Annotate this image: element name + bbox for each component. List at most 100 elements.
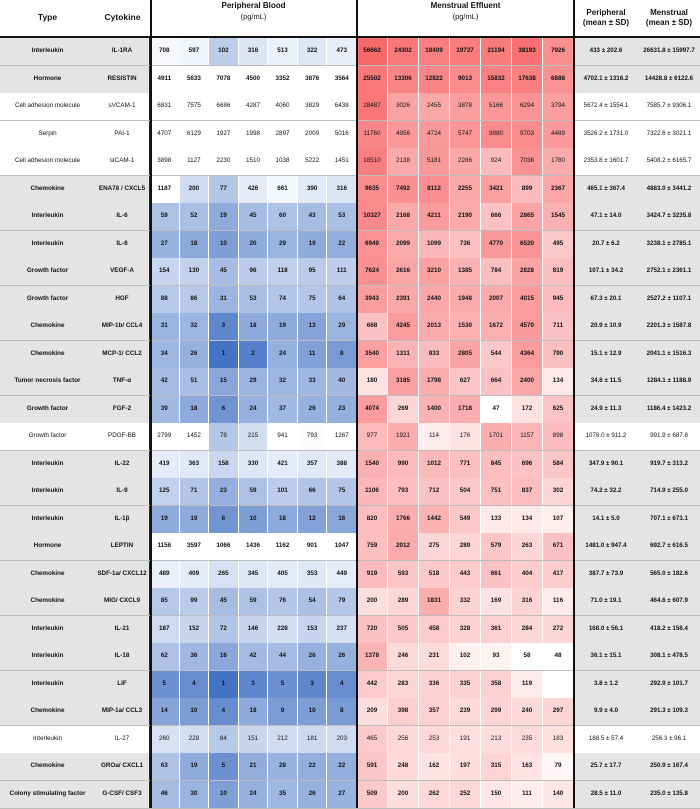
menstrual-value-cell: 6949 xyxy=(357,230,388,258)
peripheral-value-cell: 22 xyxy=(297,753,328,781)
peripheral-mean-cell: 1481.0 ± 947.4 xyxy=(574,533,638,561)
peripheral-value-cell: 5 xyxy=(150,670,180,698)
menstrual-value-cell: 209 xyxy=(357,698,388,726)
menstrual-value-cell: 272 xyxy=(543,615,574,643)
peripheral-value-cell: 15 xyxy=(209,368,239,396)
menstrual-value-cell: 134 xyxy=(543,368,574,396)
peripheral-value-cell: 75 xyxy=(297,285,328,313)
menstrual-value-cell: 668 xyxy=(357,313,388,341)
type-cell: Chemokine xyxy=(0,340,95,368)
menstrual-value-cell: 10327 xyxy=(357,203,388,231)
peripheral-value-cell: 35 xyxy=(268,780,298,808)
peripheral-value-cell: 52 xyxy=(179,203,210,231)
menstrual-value-cell: 2138 xyxy=(388,148,419,176)
menstrual-mean-cell: 692.7 ± 616.5 xyxy=(638,533,700,561)
peripheral-value-cell: 4500 xyxy=(238,65,269,93)
peripheral-value-cell: 1927 xyxy=(209,120,239,148)
peripheral-value-cell: 16 xyxy=(327,505,357,533)
peripheral-value-cell: 237 xyxy=(327,615,357,643)
menstrual-value-cell: 495 xyxy=(543,230,574,258)
menstrual-value-cell: 3421 xyxy=(481,175,512,203)
peripheral-value-cell: 4 xyxy=(209,698,239,726)
menstrual-mean-cell: 235.0 ± 135.8 xyxy=(638,780,700,808)
menstrual-value-cell: 102 xyxy=(450,643,481,671)
peripheral-value-cell: 316 xyxy=(327,175,357,203)
peripheral-value-cell: 661 xyxy=(268,175,298,203)
menstrual-value-cell: 2286 xyxy=(450,148,481,176)
peripheral-value-cell: 18 xyxy=(238,313,269,341)
peripheral-mean-cell: 3526.2 ± 1731.0 xyxy=(574,120,638,148)
peripheral-mean-cell: 36.1 ± 15.1 xyxy=(574,643,638,671)
peripheral-value-cell: 29 xyxy=(327,313,357,341)
menstrual-value-cell: 4211 xyxy=(419,203,450,231)
menstrual-value-cell: 302 xyxy=(543,478,574,506)
peripheral-value-cell: 54 xyxy=(297,588,328,616)
menstrual-value-cell: 213 xyxy=(481,725,512,753)
peripheral-value-cell: 2799 xyxy=(150,423,180,451)
peripheral-value-cell: 5016 xyxy=(327,120,357,148)
peripheral-value-cell: 79 xyxy=(327,588,357,616)
header-peripheral-blood-label: Peripheral Blood xyxy=(221,1,286,10)
type-cell: Hormone xyxy=(0,65,95,93)
peripheral-value-cell: 390 xyxy=(297,175,328,203)
peripheral-mean-cell: 465.1 ± 367.4 xyxy=(574,175,638,203)
menstrual-mean-cell: 2201.3 ± 1587.8 xyxy=(638,313,700,341)
peripheral-value-cell: 28 xyxy=(268,753,298,781)
menstrual-value-cell: 1701 xyxy=(481,423,512,451)
peripheral-value-cell: 125 xyxy=(150,478,180,506)
menstrual-value-cell: 140 xyxy=(543,780,574,808)
peripheral-value-cell: 24 xyxy=(268,340,298,368)
cytokine-cell: IL-1β xyxy=(95,505,150,533)
peripheral-value-cell: 4060 xyxy=(268,93,298,121)
peripheral-value-cell: 19 xyxy=(268,313,298,341)
header-cytokine: Cytokine xyxy=(104,12,141,23)
peripheral-value-cell: 5633 xyxy=(179,65,210,93)
peripheral-mean-cell: 25.7 ± 17.7 xyxy=(574,753,638,781)
menstrual-value-cell: 465 xyxy=(357,725,388,753)
menstrual-value-cell: 3026 xyxy=(388,93,419,121)
menstrual-value-cell: 18409 xyxy=(419,38,450,66)
peripheral-value-cell: 5 xyxy=(209,753,239,781)
menstrual-value-cell: 518 xyxy=(419,560,450,588)
peripheral-value-cell: 708 xyxy=(150,38,180,66)
peripheral-value-cell: 419 xyxy=(150,450,180,478)
menstrual-value-cell: 275 xyxy=(419,533,450,561)
menstrual-value-cell: 2190 xyxy=(450,203,481,231)
type-cell: Interleukin xyxy=(0,230,95,258)
peripheral-value-cell: 23 xyxy=(327,395,357,423)
peripheral-value-cell: 96 xyxy=(238,258,269,286)
menstrual-value-cell: 720 xyxy=(357,615,388,643)
menstrual-value-cell: 2805 xyxy=(450,340,481,368)
menstrual-value-cell: 771 xyxy=(450,450,481,478)
cytokine-cell: MIP-1b/ CCL4 xyxy=(95,313,150,341)
peripheral-mean-cell: 24.9 ± 11.3 xyxy=(574,395,638,423)
menstrual-value-cell: 332 xyxy=(450,588,481,616)
peripheral-value-cell: 1038 xyxy=(268,148,298,176)
peripheral-value-cell: 43 xyxy=(297,203,328,231)
menstrual-mean-cell: 2527.2 ± 1107.1 xyxy=(638,285,700,313)
peripheral-value-cell: 4 xyxy=(327,670,357,698)
menstrual-mean-cell: 292.9 ± 101.7 xyxy=(638,670,700,698)
peripheral-value-cell: 1452 xyxy=(179,423,210,451)
menstrual-value-cell: 25502 xyxy=(357,65,388,93)
peripheral-value-cell: 5 xyxy=(268,670,298,698)
menstrual-value-cell: 119 xyxy=(512,670,543,698)
peripheral-value-cell: 941 xyxy=(268,423,298,451)
peripheral-value-cell: 10 xyxy=(209,780,239,808)
menstrual-value-cell: 4074 xyxy=(357,395,388,423)
peripheral-value-cell: 421 xyxy=(268,450,298,478)
peripheral-value-cell: 44 xyxy=(268,643,298,671)
peripheral-value-cell: 118 xyxy=(268,258,298,286)
menstrual-value-cell: 12822 xyxy=(419,65,450,93)
peripheral-value-cell: 3597 xyxy=(179,533,210,561)
menstrual-value-cell: 3794 xyxy=(543,93,574,121)
peripheral-value-cell: 1127 xyxy=(179,148,210,176)
peripheral-value-cell: 203 xyxy=(327,725,357,753)
header-menstrual-effluent-label: Menstrual Effluent xyxy=(430,1,501,10)
peripheral-value-cell: 76 xyxy=(268,588,298,616)
peripheral-value-cell: 8 xyxy=(327,340,357,368)
menstrual-mean-cell: 3238.1 ± 2785.1 xyxy=(638,230,700,258)
menstrual-value-cell: 315 xyxy=(481,753,512,781)
menstrual-value-cell: 977 xyxy=(357,423,388,451)
peripheral-value-cell: 3876 xyxy=(297,65,328,93)
